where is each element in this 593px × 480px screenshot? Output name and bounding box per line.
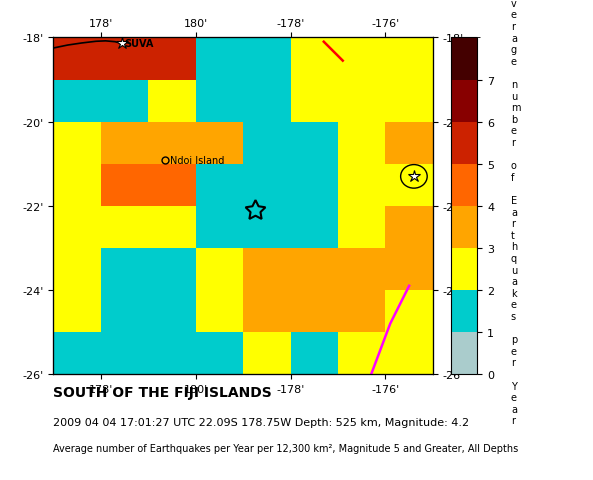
Bar (243, 165, 291, 206)
Bar (101, 333, 148, 374)
Bar (338, 290, 385, 333)
Bar (148, 206, 196, 249)
Bar (101, 122, 148, 165)
Bar (53, 38, 101, 81)
Bar (338, 333, 385, 374)
Bar (291, 38, 338, 81)
Bar (148, 81, 196, 122)
Bar (243, 206, 291, 249)
Bar (385, 38, 433, 81)
Bar (196, 333, 243, 374)
Bar (243, 333, 291, 374)
Bar (53, 206, 101, 249)
Bar (101, 38, 148, 81)
Bar (291, 122, 338, 165)
Bar (101, 206, 148, 249)
Bar (338, 165, 385, 206)
Bar (101, 81, 148, 122)
Bar (101, 249, 148, 290)
Bar (385, 122, 433, 165)
Text: Average number of Earthquakes per Year per 12,300 km², Magnitude 5 and Greater, : Average number of Earthquakes per Year p… (53, 443, 519, 453)
Bar (148, 38, 196, 81)
Bar (291, 290, 338, 333)
Bar (291, 206, 338, 249)
Bar (385, 333, 433, 374)
Bar (338, 122, 385, 165)
Bar (53, 81, 101, 122)
Bar (148, 122, 196, 165)
Bar (338, 81, 385, 122)
Bar (385, 81, 433, 122)
Bar (385, 290, 433, 333)
Text: 2009 04 04 17:01:27 UTC 22.09S 178.75W Depth: 525 km, Magnitude: 4.2: 2009 04 04 17:01:27 UTC 22.09S 178.75W D… (53, 417, 470, 427)
Bar (196, 165, 243, 206)
Bar (243, 38, 291, 81)
Bar (291, 333, 338, 374)
Bar (196, 249, 243, 290)
Text: Ndoi Island: Ndoi Island (170, 155, 224, 165)
Bar (148, 165, 196, 206)
Bar (338, 249, 385, 290)
Bar (385, 165, 433, 206)
Bar (243, 122, 291, 165)
Bar (338, 38, 385, 81)
Bar (338, 206, 385, 249)
Text: SOUTH OF THE FIJI ISLANDS: SOUTH OF THE FIJI ISLANDS (53, 385, 272, 399)
Bar (385, 249, 433, 290)
Bar (148, 249, 196, 290)
Bar (196, 38, 243, 81)
Bar (148, 333, 196, 374)
Y-axis label: A
v
e
r
a
g
e
 
n
u
m
b
e
r
 
o
f
 
E
a
r
t
h
q
u
a
k
e
s
 
p
e
r
 
Y
e
a
r: A v e r a g e n u m b e r o f E a r t h … (511, 0, 521, 426)
Bar (291, 165, 338, 206)
Bar (53, 165, 101, 206)
Bar (291, 249, 338, 290)
Bar (53, 122, 101, 165)
Bar (291, 81, 338, 122)
Bar (53, 249, 101, 290)
Bar (53, 333, 101, 374)
Bar (243, 290, 291, 333)
Bar (196, 206, 243, 249)
Bar (148, 290, 196, 333)
Text: SUVA: SUVA (124, 39, 154, 49)
Bar (385, 206, 433, 249)
Bar (101, 165, 148, 206)
Bar (196, 122, 243, 165)
Bar (243, 249, 291, 290)
Bar (243, 81, 291, 122)
Bar (101, 290, 148, 333)
Bar (53, 290, 101, 333)
Bar (196, 81, 243, 122)
Bar (196, 290, 243, 333)
